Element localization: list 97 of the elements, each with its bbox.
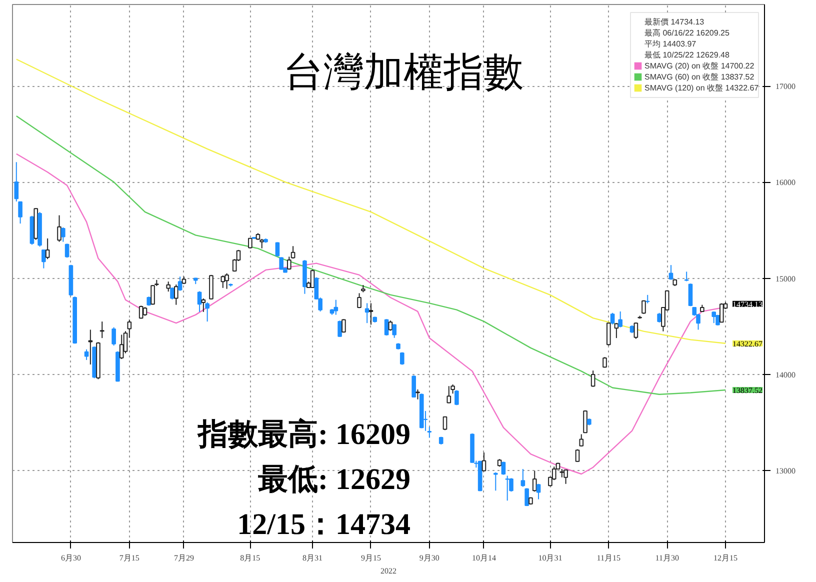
x-tick-label: 6月30	[60, 554, 81, 562]
candlestick	[501, 461, 506, 476]
candlestick	[493, 472, 498, 492]
candlestick	[427, 426, 432, 438]
candlestick	[60, 226, 66, 242]
x-tick-label: 8月31	[302, 554, 323, 562]
candlestick	[310, 269, 315, 288]
candlestick	[357, 292, 362, 309]
candlestick	[536, 483, 541, 500]
candlestick	[392, 324, 396, 338]
candlestick	[170, 286, 174, 300]
candlestick	[42, 248, 46, 269]
candlestick	[138, 305, 144, 320]
candlestick	[338, 320, 342, 338]
legend-label: SMAVG (120) on 收盤 14322.67	[644, 84, 760, 92]
candlestick	[442, 416, 448, 431]
x-tick-label: 11月30	[655, 554, 679, 562]
x-tick-label: 7月15	[119, 554, 140, 562]
candlestick	[505, 475, 510, 502]
x-tick-label: 12月15	[714, 554, 738, 562]
candlestick	[520, 468, 526, 488]
candlestick	[205, 302, 210, 322]
candlestick	[84, 348, 89, 360]
candlestick	[342, 318, 346, 334]
candlestick	[606, 322, 611, 346]
candlestick	[384, 318, 389, 336]
candlestick	[610, 312, 615, 325]
candlestick	[614, 322, 619, 339]
x-tick-label: 8月15	[240, 554, 260, 562]
y-tick-label: 17000	[776, 82, 796, 92]
candlestick	[286, 256, 292, 270]
x-tick-label: 7月29	[174, 554, 194, 562]
candlestick	[645, 294, 650, 304]
x-tick-label: 10月31	[538, 554, 562, 562]
candlestick	[524, 488, 529, 507]
line-series	[16, 115, 726, 395]
y-tick-label: 14000	[776, 370, 796, 380]
candlestick	[482, 452, 486, 472]
candlestick	[14, 162, 19, 202]
annotation: 14322.67	[732, 339, 763, 348]
annotation: 12/15：14734	[237, 508, 411, 541]
y-tick-label: 13000	[776, 466, 796, 476]
candlestick	[532, 470, 537, 492]
annotation: 13837.52	[732, 386, 763, 395]
x-tick-label: 10月14	[472, 554, 496, 562]
candlestick	[209, 274, 214, 300]
candlestick	[412, 374, 416, 398]
candlestick	[18, 200, 22, 224]
candlestick	[178, 276, 182, 292]
candlestick	[450, 384, 455, 394]
candlestick	[579, 434, 584, 447]
annotation: 最低: 12629	[258, 463, 411, 496]
candlestick	[657, 312, 662, 323]
candlestick	[590, 370, 596, 388]
candlestick	[634, 322, 638, 340]
candlestick	[174, 284, 178, 306]
candlestick	[642, 300, 646, 314]
candlestick	[334, 299, 338, 316]
annotation: 14734.13	[732, 300, 763, 309]
x-tick-label: 11月15	[596, 554, 620, 562]
candlestick	[575, 448, 580, 462]
annotation: 最低 10/25/22 12629.48	[644, 50, 730, 60]
y-tick-label: 15000	[776, 274, 796, 284]
candlestick	[220, 274, 226, 288]
candlestick	[64, 243, 70, 258]
candlestick	[583, 410, 588, 434]
candlestick	[100, 321, 104, 339]
x-tick-label: 9月15	[360, 554, 381, 562]
candlestick	[112, 326, 116, 346]
legend-label: SMAVG (20) on 收盤 14700.22	[644, 62, 755, 70]
text: 台灣加權指數	[284, 50, 524, 94]
candlestick	[364, 302, 370, 324]
candlestick	[454, 390, 459, 406]
candlestick	[290, 246, 296, 260]
annotation: 指數最高: 16209	[197, 417, 411, 451]
candlestick	[668, 264, 674, 280]
candlestick	[564, 468, 568, 484]
candlestick	[197, 290, 202, 312]
candlestick	[719, 302, 724, 323]
candlestick	[416, 388, 420, 400]
candlestick	[166, 281, 171, 292]
x-tick-label: 9月30	[419, 554, 440, 562]
candlestick	[201, 298, 206, 312]
legend-label: SMAVG (60) on 收盤 13837.52	[644, 72, 755, 82]
y-tick-label: 16000	[776, 178, 796, 188]
annotation: 平均 14403.97	[644, 40, 697, 48]
annotation: 最新價 14734.13	[644, 18, 705, 26]
candlestick	[400, 352, 404, 366]
annotation: 最高 06/16/22 16209.25	[644, 28, 730, 38]
candlestick	[446, 386, 452, 404]
candlestick	[618, 310, 622, 328]
candlestick	[368, 302, 374, 326]
candlestick	[119, 334, 124, 360]
candlestick	[224, 272, 229, 290]
candlestick	[57, 214, 62, 242]
candlestick	[45, 238, 50, 260]
x-axis-title: 2022	[380, 566, 396, 576]
